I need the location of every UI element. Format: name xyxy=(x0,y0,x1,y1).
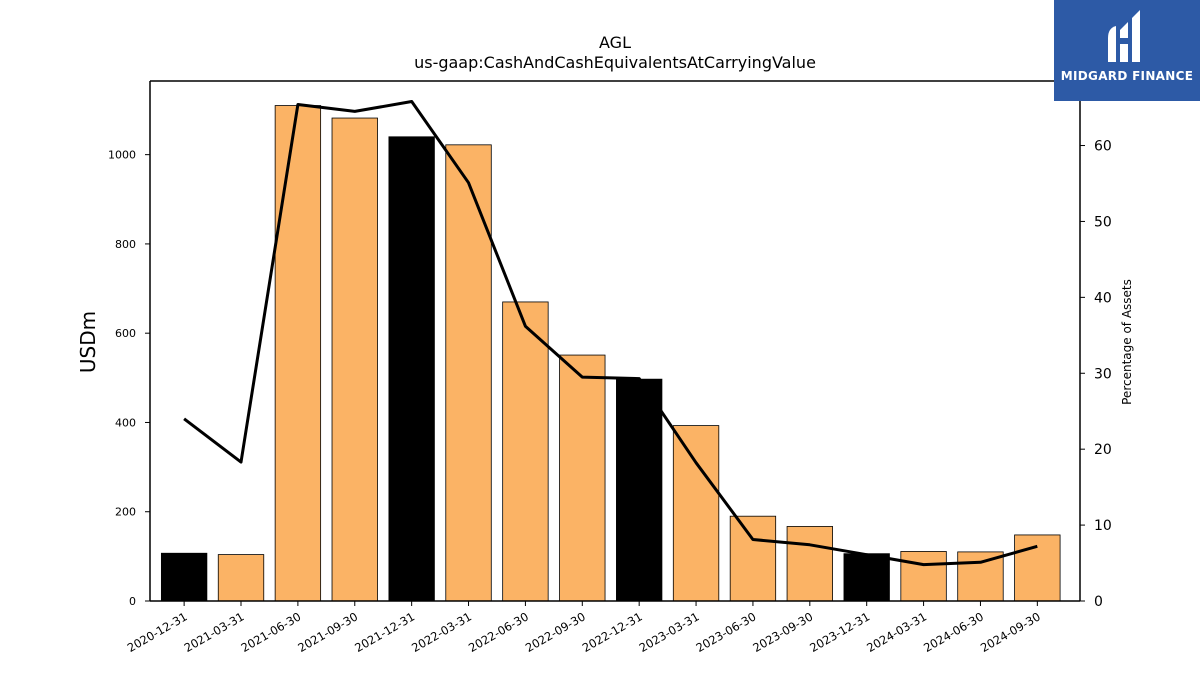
bar-2023-09-30 xyxy=(786,526,833,602)
x-tick-label: 2023-03-31 xyxy=(637,609,702,655)
bar-2022-06-30 xyxy=(502,301,549,602)
y2-tick-label: 20 xyxy=(1094,442,1112,458)
bar-2023-03-31 xyxy=(672,425,720,602)
x-tick-label: 2023-09-30 xyxy=(750,609,815,655)
x-tick-label: 2022-12-31 xyxy=(580,609,645,655)
bar-2024-09-30 xyxy=(1014,534,1061,602)
y-tick-label: 400 xyxy=(115,416,136,429)
bar-2024-03-31 xyxy=(900,551,947,602)
percentage-of-assets-line xyxy=(183,100,1038,567)
y2-tick-label: 40 xyxy=(1094,290,1112,306)
chart-subtitle: us-gaap:CashAndCashEquivalentsAtCarrying… xyxy=(414,53,816,72)
bar-2023-12-31 xyxy=(843,553,890,602)
bar-2022-12-31 xyxy=(616,378,663,602)
x-tick-label: 2020-12-31 xyxy=(125,609,190,655)
y-tick-label: 600 xyxy=(115,327,136,340)
y2-tick-label: 30 xyxy=(1094,366,1112,382)
y-tick-label: 0 xyxy=(129,595,136,608)
y-tick-label: 800 xyxy=(115,238,136,251)
x-tick-label: 2022-09-30 xyxy=(523,609,588,655)
midgard-logo-icon xyxy=(1108,10,1140,62)
chart-title: AGL xyxy=(599,33,631,52)
bar-2021-09-30 xyxy=(331,117,378,602)
x-tick-label: 2021-03-31 xyxy=(182,609,247,655)
bar-2022-09-30 xyxy=(559,354,606,602)
x-tick-label: 2024-09-30 xyxy=(978,609,1043,655)
bar-2021-12-31 xyxy=(388,136,435,602)
bar-2024-06-30 xyxy=(957,551,1004,602)
x-tick-label: 2021-12-31 xyxy=(352,609,417,655)
bar-2020-12-31 xyxy=(160,552,208,602)
x-tick-label: 2023-12-31 xyxy=(807,609,872,655)
midgard-finance-logo: MIDGARD FINANCE xyxy=(1054,0,1200,101)
x-tick-label: 2022-03-31 xyxy=(409,609,474,655)
y-axis-label: USDm xyxy=(76,311,100,373)
logo-text: MIDGARD FINANCE xyxy=(1060,69,1194,83)
y2-tick-label: 10 xyxy=(1094,518,1112,534)
line-group xyxy=(183,100,1038,567)
x-tick-label: 2024-03-31 xyxy=(864,609,929,655)
x-ticks-group: 2020-12-312021-03-312021-06-302021-09-30… xyxy=(125,601,1043,655)
y-tick-label: 1000 xyxy=(108,149,136,162)
x-tick-label: 2021-06-30 xyxy=(239,609,304,655)
y-ticks-group: 0 200 400 600 800 1000 xyxy=(108,149,150,608)
y2-tick-label: 50 xyxy=(1094,214,1112,230)
bars-group xyxy=(160,105,1061,602)
y2-ticks-group: 0 10 20 30 40 50 60 xyxy=(1080,139,1112,610)
x-tick-label: 2024-06-30 xyxy=(921,609,986,655)
bar-2021-03-31 xyxy=(217,554,265,602)
x-tick-label: 2023-06-30 xyxy=(694,609,759,655)
bar-2021-06-30 xyxy=(274,105,322,602)
y2-tick-label: 0 xyxy=(1094,594,1103,610)
y2-axis-label: Percentage of Assets xyxy=(1120,279,1134,405)
bar-2023-06-30 xyxy=(729,515,777,602)
axes-group xyxy=(149,80,1081,602)
bar-2022-03-31 xyxy=(445,144,492,602)
y-tick-label: 200 xyxy=(115,506,136,519)
x-tick-label: 2022-06-30 xyxy=(466,609,531,655)
y2-tick-label: 60 xyxy=(1094,139,1112,155)
x-tick-label: 2021-09-30 xyxy=(295,609,360,655)
